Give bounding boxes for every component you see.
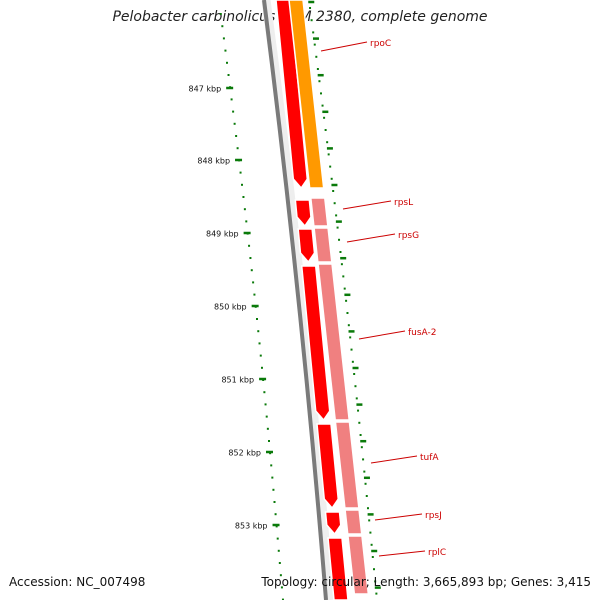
gene-leader-line — [370, 455, 418, 464]
gene-leader-line — [342, 200, 392, 210]
gene-label: rpsL — [394, 198, 413, 208]
track-rplC — [347, 535, 370, 595]
track-tufA — [334, 421, 360, 509]
backbone-line — [262, 0, 328, 600]
gene-label: tufA — [420, 453, 439, 463]
ruler-label: 847 kbp — [189, 85, 222, 94]
track-fusA-2 — [317, 263, 351, 421]
forward-cds-tufA — [316, 423, 340, 510]
gene-leader-line — [358, 330, 406, 340]
track-rpsJ — [344, 509, 363, 535]
gene-label: rpsJ — [425, 511, 442, 521]
forward-cds-rpsG — [297, 228, 316, 264]
gene-label: rpoC — [370, 39, 391, 49]
ruler-label: 852 kbp — [228, 449, 261, 458]
gene-label: rpsG — [398, 231, 419, 241]
track-rpsG — [313, 227, 333, 263]
forward-cds-rplC — [327, 537, 349, 600]
ruler-label: 848 kbp — [197, 157, 230, 166]
backbone-shadow — [261, 0, 335, 600]
gene-leader-line — [346, 233, 396, 243]
gene-leader-line — [378, 550, 426, 557]
gene-leader-line — [374, 513, 423, 521]
forward-cds-rpoC — [275, 0, 309, 190]
ruler-label: 853 kbp — [235, 522, 268, 531]
genome-summary-text: Topology: circular; Length: 3,665,893 bp… — [261, 575, 591, 589]
gene-label: rplC — [428, 548, 446, 558]
forward-cds-rpsL — [294, 199, 312, 228]
forward-cds-fusA-2 — [300, 265, 331, 422]
gene-label: fusA-2 — [408, 328, 437, 338]
track-rpoC — [288, 0, 325, 189]
ruler-label: 851 kbp — [221, 376, 254, 385]
gene-leader-line — [320, 41, 368, 52]
forward-cds-rpsJ — [324, 511, 342, 536]
track-rpsL — [309, 197, 329, 227]
accession-text: Accession: NC_007498 — [9, 575, 146, 589]
ruler-label: 849 kbp — [206, 230, 239, 239]
ruler-label: 850 kbp — [214, 303, 247, 312]
